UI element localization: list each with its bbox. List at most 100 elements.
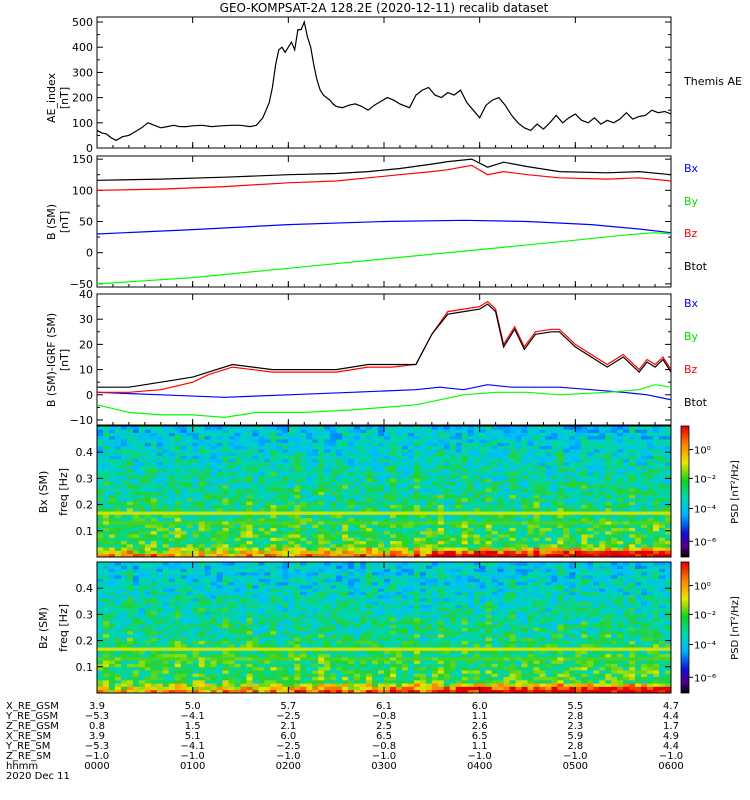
bx-spec-cell [360, 429, 367, 433]
bx-spec-cell [521, 455, 528, 460]
bx-spec-cell [384, 540, 391, 545]
bx-spec-cell [372, 481, 379, 486]
bx-spec-cell [330, 458, 337, 463]
bx-spec-cell [563, 481, 570, 486]
bx-spec-cell [228, 439, 235, 443]
bx-spec-cell [312, 442, 319, 447]
bx-spec-cell [156, 452, 164, 456]
bx-spec-cell [515, 504, 522, 509]
bx-spec-cell [306, 442, 313, 447]
bx-spec-cell [294, 511, 301, 515]
bx-spec-cell [138, 540, 146, 545]
bx-spec-cell [467, 448, 475, 453]
bx-spec-cell [563, 501, 570, 505]
bx-spec-cell [312, 511, 319, 515]
bz-spec-cell [132, 598, 140, 602]
bx-spec-cell [425, 501, 433, 505]
bx-spec-cell [138, 481, 146, 486]
bx-spec-cell [150, 442, 158, 447]
bx-spec-cell [515, 534, 522, 538]
bx-spec-cell [258, 445, 265, 450]
bx-spec-cell [156, 494, 164, 499]
bz-spec-cell [132, 607, 140, 612]
bx-spec-cell [623, 432, 630, 437]
bx-spec-cell [395, 540, 403, 545]
bx-spec-cell [401, 442, 409, 447]
bx-spec-cell [204, 527, 212, 532]
bx-spec-cell [401, 448, 409, 453]
bx-spec-cell [252, 540, 259, 545]
bx-spec-cell [449, 488, 457, 492]
bx-spec-cell [270, 537, 277, 542]
bx-spec-cell [108, 504, 116, 509]
bx-spec-cell [437, 481, 445, 486]
bz-spec-cell [162, 673, 170, 678]
bx-spec-cell [318, 501, 325, 505]
bx-spec-cell [533, 524, 540, 528]
bx-spec-cell [557, 468, 564, 473]
bx-spec-cell [443, 511, 451, 515]
bz-spec-cell [126, 663, 134, 668]
bx-spec-cell [318, 553, 325, 558]
bx-spec-cell [258, 429, 265, 433]
bx-spec-cell [521, 448, 528, 453]
bx-spec-cell [647, 442, 654, 447]
bx-spec-cell [617, 507, 624, 512]
bx-spec-cell [276, 462, 283, 466]
bx-spec-cell [324, 530, 331, 535]
bx-spec-cell [563, 455, 570, 460]
bx-spec-cell [318, 530, 325, 535]
bx-spec-cell [431, 553, 439, 558]
bx-spec-cell [234, 550, 241, 555]
bx-spec-cell [150, 426, 158, 430]
bx-spec-cell [348, 543, 355, 548]
bx-spec-cell [210, 553, 217, 558]
bz-spec-cell [114, 656, 122, 661]
bx-spec-cell [300, 517, 307, 522]
bx-spec-cell [246, 481, 253, 486]
bx-spec-cell [312, 468, 319, 473]
bx-spec-cell [330, 478, 337, 483]
bx-spec-cell [300, 520, 307, 525]
bx-spec-cell [653, 524, 660, 528]
bx-spec-cell [575, 484, 582, 489]
bx-spec-cell [581, 498, 588, 502]
bx-spec-cell [168, 547, 176, 551]
bz-spec-cell [120, 588, 128, 592]
bx-spec-cell [318, 494, 325, 499]
bx-spec-cell [419, 426, 427, 430]
bx-spec-cell [246, 511, 253, 515]
bz-spec-cell [174, 604, 182, 609]
bx-spec-cell [102, 504, 110, 509]
bx-spec-cell [629, 478, 636, 483]
bx-spec-cell [97, 452, 104, 456]
bz-spec-cell [174, 640, 182, 645]
bx-spec-cell [551, 527, 558, 532]
bz-spec-cell [216, 624, 223, 628]
bx-spec-cell [210, 478, 217, 483]
bx-spec-cell [228, 442, 235, 447]
bx-spec-cell [557, 514, 564, 519]
bx-spec-cell [288, 514, 295, 519]
ae-ytick-label: 0 [86, 142, 93, 155]
bx-spec-cell [168, 468, 176, 473]
bx-spec-cell [384, 527, 391, 532]
bx-spec-cell [617, 455, 624, 460]
bz-spec-cell [150, 591, 158, 596]
bx-spec-cell [174, 498, 182, 502]
bx-spec-cell [539, 540, 546, 545]
bx-spec-cell [413, 432, 421, 437]
bx-spec-cell [623, 478, 630, 483]
bx-spec-cell [342, 550, 349, 555]
bx-spec-cell [629, 504, 636, 509]
bx-spec-cell [234, 471, 241, 476]
bz-spec-cell [150, 653, 158, 658]
bx-spec-cell [563, 462, 570, 466]
bz-spec-cell [102, 683, 110, 687]
bz-spec-cell [186, 581, 194, 586]
bx-spec-cell [300, 507, 307, 512]
bx-spec-cell [515, 537, 522, 542]
bx-spec-cell [557, 543, 564, 548]
bx-spec-cell [342, 553, 349, 558]
bx-spec-cell [461, 517, 469, 522]
